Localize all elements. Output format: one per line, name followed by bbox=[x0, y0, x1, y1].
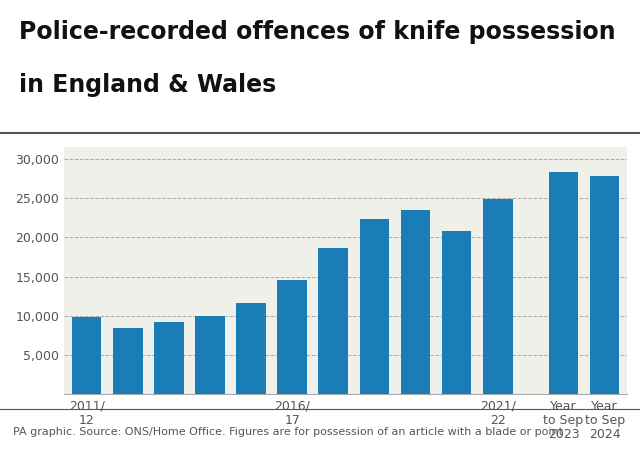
Bar bbox=[277, 280, 307, 394]
Bar bbox=[442, 231, 472, 394]
Bar bbox=[590, 176, 620, 394]
Bar bbox=[548, 172, 579, 394]
Bar bbox=[236, 303, 266, 394]
Text: Police-recorded offences of knife possession: Police-recorded offences of knife posses… bbox=[19, 20, 616, 44]
Bar bbox=[72, 317, 101, 394]
Text: PA graphic. Source: ONS/Home Office. Figures are for possession of an article wi: PA graphic. Source: ONS/Home Office. Fig… bbox=[13, 427, 563, 437]
Bar bbox=[401, 210, 430, 394]
Bar bbox=[319, 247, 348, 394]
Bar bbox=[360, 219, 389, 394]
Bar bbox=[154, 322, 184, 394]
Bar bbox=[195, 316, 225, 394]
Text: in England & Wales: in England & Wales bbox=[19, 73, 276, 97]
Bar bbox=[483, 199, 513, 394]
Bar bbox=[113, 328, 143, 394]
